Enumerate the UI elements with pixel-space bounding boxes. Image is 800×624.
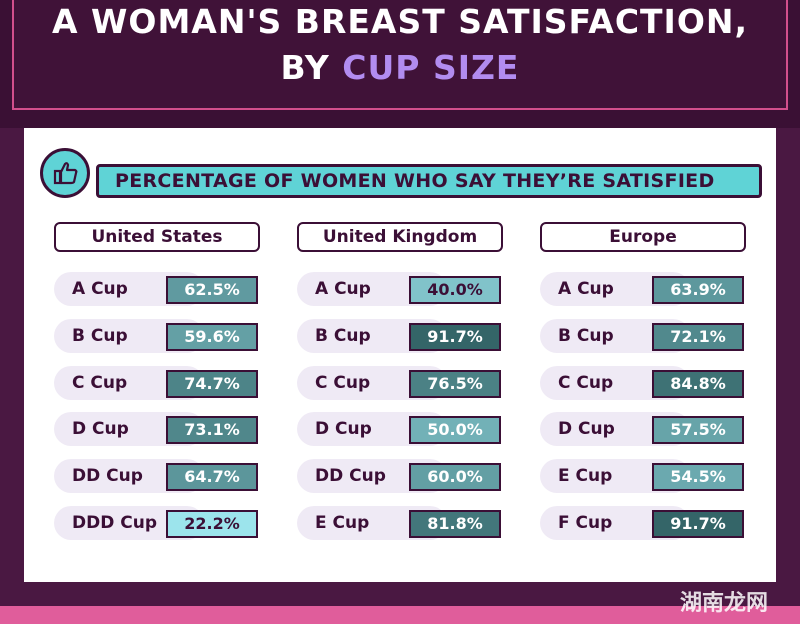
page-title-line2: BY CUP SIZE xyxy=(14,48,786,87)
table-row: C Cup 74.7% xyxy=(54,366,260,400)
percentage-value: 50.0% xyxy=(409,416,501,444)
watermark: 湖南龙网 xyxy=(679,591,768,616)
percentage-value: 59.6% xyxy=(166,323,258,351)
percentage-value: 74.7% xyxy=(166,370,258,398)
percentage-value: 81.8% xyxy=(409,510,501,538)
percentage-value: 91.7% xyxy=(409,323,501,351)
percentage-value: 40.0% xyxy=(409,276,501,304)
table-row: DD Cup 64.7% xyxy=(54,459,260,493)
table-row: A Cup 63.9% xyxy=(540,272,746,306)
percentage-value: 63.9% xyxy=(652,276,744,304)
table-row: B Cup 72.1% xyxy=(540,319,746,353)
percentage-value: 62.5% xyxy=(166,276,258,304)
table-row: E Cup 81.8% xyxy=(297,506,503,540)
region-label: Europe xyxy=(540,222,746,252)
chart-heading: PERCENTAGE OF WOMEN WHO SAY THEY’RE SATI… xyxy=(96,164,762,198)
table-row: C Cup 76.5% xyxy=(297,366,503,400)
table-row: DDD Cup 22.2% xyxy=(54,506,260,540)
percentage-value: 91.7% xyxy=(652,510,744,538)
region-label: United States xyxy=(54,222,260,252)
percentage-value: 64.7% xyxy=(166,463,258,491)
percentage-value: 84.8% xyxy=(652,370,744,398)
thumbs-up-icon xyxy=(40,148,90,198)
title-accent: CUP SIZE xyxy=(342,48,520,87)
table-row: DD Cup 60.0% xyxy=(297,459,503,493)
table-row: C Cup 84.8% xyxy=(540,366,746,400)
region-label: United Kingdom xyxy=(297,222,503,252)
percentage-value: 72.1% xyxy=(652,323,744,351)
table-row: A Cup 40.0% xyxy=(297,272,503,306)
percentage-value: 57.5% xyxy=(652,416,744,444)
title-frame: A WOMAN'S BREAST SATISFACTION, BY CUP SI… xyxy=(12,0,788,110)
percentage-value: 22.2% xyxy=(166,510,258,538)
percentage-value: 60.0% xyxy=(409,463,501,491)
table-row: A Cup 62.5% xyxy=(54,272,260,306)
table-row: D Cup 50.0% xyxy=(297,412,503,446)
table-row: D Cup 57.5% xyxy=(540,412,746,446)
bottom-strip xyxy=(0,606,800,624)
table-row: E Cup 54.5% xyxy=(540,459,746,493)
page-title-line1: A WOMAN'S BREAST SATISFACTION, xyxy=(51,2,749,41)
table-row: F Cup 91.7% xyxy=(540,506,746,540)
title-prefix: BY xyxy=(280,48,343,87)
table-row: B Cup 91.7% xyxy=(297,319,503,353)
percentage-value: 76.5% xyxy=(409,370,501,398)
table-row: B Cup 59.6% xyxy=(54,319,260,353)
heading-bold: THEY’RE SATISFIED xyxy=(502,170,715,192)
percentage-value: 54.5% xyxy=(652,463,744,491)
percentage-value: 73.1% xyxy=(166,416,258,444)
heading-normal: PERCENTAGE OF WOMEN WHO SAY xyxy=(115,170,503,192)
table-row: D Cup 73.1% xyxy=(54,412,260,446)
